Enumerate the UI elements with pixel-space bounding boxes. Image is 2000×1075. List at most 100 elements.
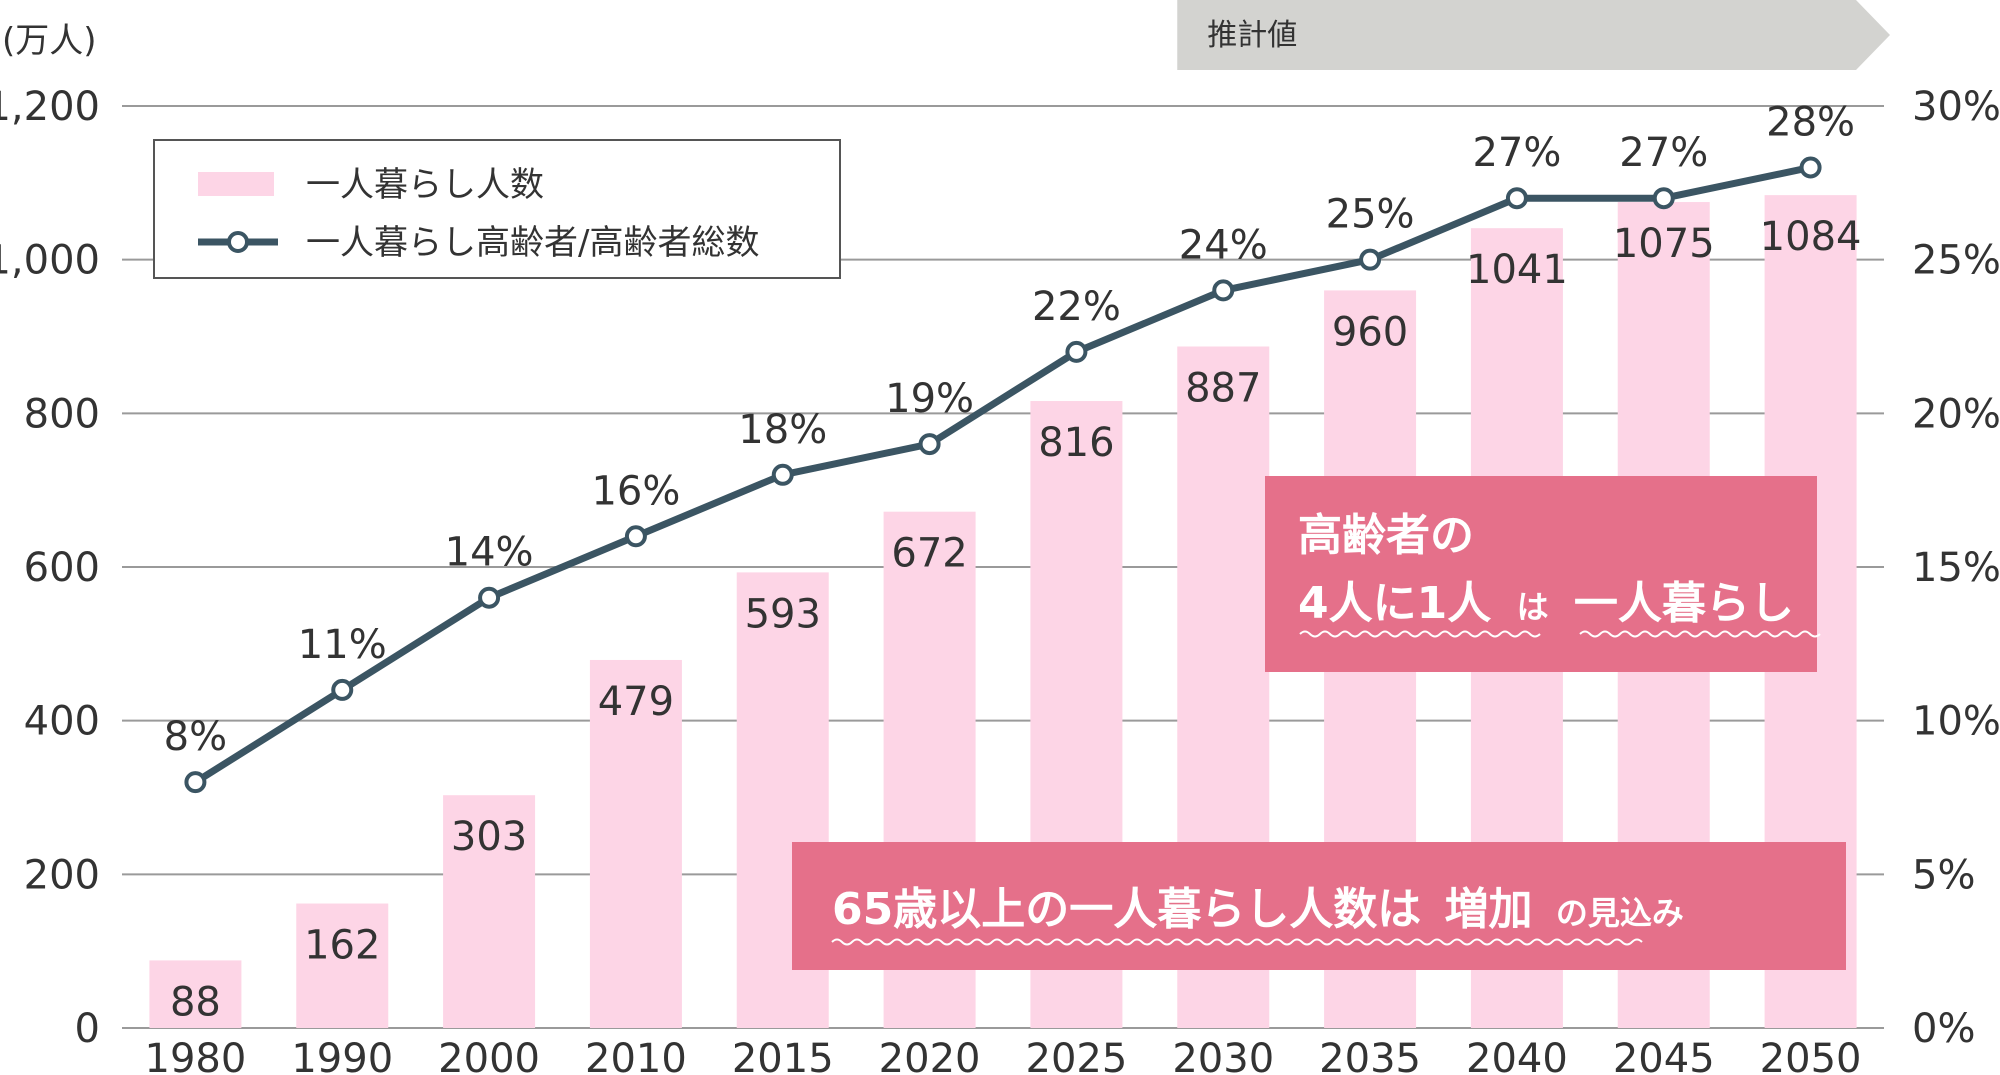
callout-elderly-quarter: 高齢者の 4人に1人 は 一人暮らし <box>1265 476 1821 672</box>
line-point <box>1652 187 1675 210</box>
projection-banner: 推計値 <box>1177 0 1890 70</box>
line-value-label: 18% <box>738 407 827 453</box>
line-series <box>184 156 1822 794</box>
bar-value-labels: 88 162 303 479 593 672 816 887 960 1041 1075 1084 <box>170 214 1862 1025</box>
y2-tick-label: 30% <box>1912 84 2000 130</box>
bar <box>443 795 536 1028</box>
callout-2-part-b: 増加 <box>1445 884 1533 935</box>
line-point <box>1212 279 1235 302</box>
bar-value-label: 479 <box>598 679 674 725</box>
line-point <box>1065 340 1088 363</box>
x-tick-label: 2000 <box>438 1036 540 1075</box>
y-axis-title: (万人) <box>2 21 97 61</box>
line-value-label: 14% <box>445 530 534 576</box>
callout-2-box <box>792 842 1846 970</box>
bar-value-label: 816 <box>1038 420 1114 466</box>
x-tick-label: 2025 <box>1026 1036 1128 1075</box>
bar <box>149 960 242 1028</box>
line-value-labels: 8% 11% 14% 16% 18% 19% 22% 24% 25% 27% 27% 28% <box>164 99 1855 760</box>
callout-1-wave-b <box>1579 630 1821 638</box>
callout-2-part-a: 65歳以上の一人暮らし人数は <box>832 884 1421 935</box>
bar-value-label: 672 <box>891 531 967 577</box>
line-value-label: 11% <box>298 622 387 668</box>
line-point <box>771 463 794 486</box>
line-value-label: 16% <box>591 468 680 514</box>
legend: 一人暮らし人数 一人暮らし高齢者/高齢者総数 <box>153 139 841 279</box>
right-axis-ticks: 0% 5% 10% 15% 20% 25% 30% <box>1912 84 2000 1052</box>
callout-1-part-a: 4人に1人 <box>1298 578 1491 629</box>
bar <box>589 659 682 1028</box>
bar-value-label: 1041 <box>1466 247 1568 293</box>
x-tick-label: 1990 <box>291 1036 393 1075</box>
x-tick-label: 2020 <box>879 1036 981 1075</box>
x-tick-label: 2015 <box>732 1036 834 1075</box>
line-point <box>1799 156 1822 179</box>
y2-tick-label: 5% <box>1912 852 1975 898</box>
bar-value-label: 960 <box>1332 309 1408 355</box>
line-value-label: 19% <box>885 376 974 422</box>
line-value-label: 22% <box>1032 284 1121 330</box>
x-tick-label: 2045 <box>1613 1036 1715 1075</box>
line-value-label: 25% <box>1326 192 1415 238</box>
bar-value-label: 303 <box>451 814 527 860</box>
y-tick-label: 200 <box>24 852 100 898</box>
x-tick-label: 2035 <box>1319 1036 1421 1075</box>
callout-1-wave-a <box>1299 630 1541 638</box>
bar-value-label: 887 <box>1185 365 1261 411</box>
y-tick-label: 600 <box>24 545 100 591</box>
callout-1-line2: 4人に1人 は 一人暮らし <box>1298 578 1794 629</box>
projection-arrow-shape <box>1177 0 1890 70</box>
callout-1-part-b: は <box>1517 588 1549 626</box>
bar-value-label: 88 <box>170 979 221 1025</box>
line-point <box>918 433 941 456</box>
y2-tick-label: 0% <box>1912 1006 1975 1052</box>
line-point <box>1505 187 1528 210</box>
line-value-label: 27% <box>1619 130 1708 176</box>
bar-value-label: 593 <box>745 591 821 637</box>
x-tick-label: 2030 <box>1172 1036 1274 1075</box>
line-point <box>331 678 354 701</box>
x-tick-label: 2050 <box>1760 1036 1862 1075</box>
line-point <box>624 525 647 548</box>
bar-value-label: 162 <box>304 923 380 969</box>
x-tick-label: 2010 <box>585 1036 687 1075</box>
legend-bar-swatch <box>198 172 274 196</box>
line-value-label: 28% <box>1766 99 1855 145</box>
callout-1-box <box>1265 476 1817 672</box>
callout-2-text: 65歳以上の一人暮らし人数は 増加 の見込み <box>832 884 1684 935</box>
x-tick-label: 1980 <box>145 1036 247 1075</box>
callout-2-part-c: の見込み <box>1556 894 1684 932</box>
y-tick-label: 1,000 <box>0 238 100 284</box>
line-point <box>1359 248 1382 271</box>
series-line <box>193 164 1812 786</box>
bar-value-label: 1075 <box>1613 221 1715 267</box>
x-tick-label: 2040 <box>1466 1036 1568 1075</box>
projection-label: 推計値 <box>1207 18 1297 53</box>
y-tick-label: 800 <box>24 391 100 437</box>
y-tick-label: 1,200 <box>0 84 100 130</box>
callout-1-part-c: 一人暮らし <box>1574 578 1794 629</box>
line-value-label: 24% <box>1179 222 1268 268</box>
line-point <box>184 771 207 794</box>
y2-tick-label: 25% <box>1912 238 2000 284</box>
callout-increase-forecast: 65歳以上の一人暮らし人数は 増加 の見込み <box>792 842 1846 970</box>
y-tick-label: 0 <box>75 1006 100 1052</box>
callout-1-line1: 高齢者の <box>1298 510 1474 561</box>
left-axis-ticks: 0 200 400 600 800 1,000 1,200 <box>0 84 100 1052</box>
y2-tick-label: 10% <box>1912 699 2000 745</box>
line-value-label: 8% <box>164 714 227 760</box>
y-tick-label: 400 <box>24 699 100 745</box>
legend-line-marker <box>227 231 249 253</box>
legend-line-label: 一人暮らし高齢者/高齢者総数 <box>306 223 759 263</box>
y2-tick-label: 20% <box>1912 391 2000 437</box>
legend-bar-label: 一人暮らし人数 <box>306 165 544 205</box>
y2-tick-label: 15% <box>1912 545 2000 591</box>
line-value-label: 27% <box>1472 130 1561 176</box>
legend-box <box>153 139 841 279</box>
bar-value-label: 1084 <box>1760 214 1862 260</box>
callout-2-wave <box>831 938 1643 946</box>
bar <box>296 903 389 1028</box>
line-point <box>478 586 501 609</box>
x-axis-ticks: 1980 1990 2000 2010 2015 2020 2025 2030 2035 2040… <box>145 1036 1862 1075</box>
